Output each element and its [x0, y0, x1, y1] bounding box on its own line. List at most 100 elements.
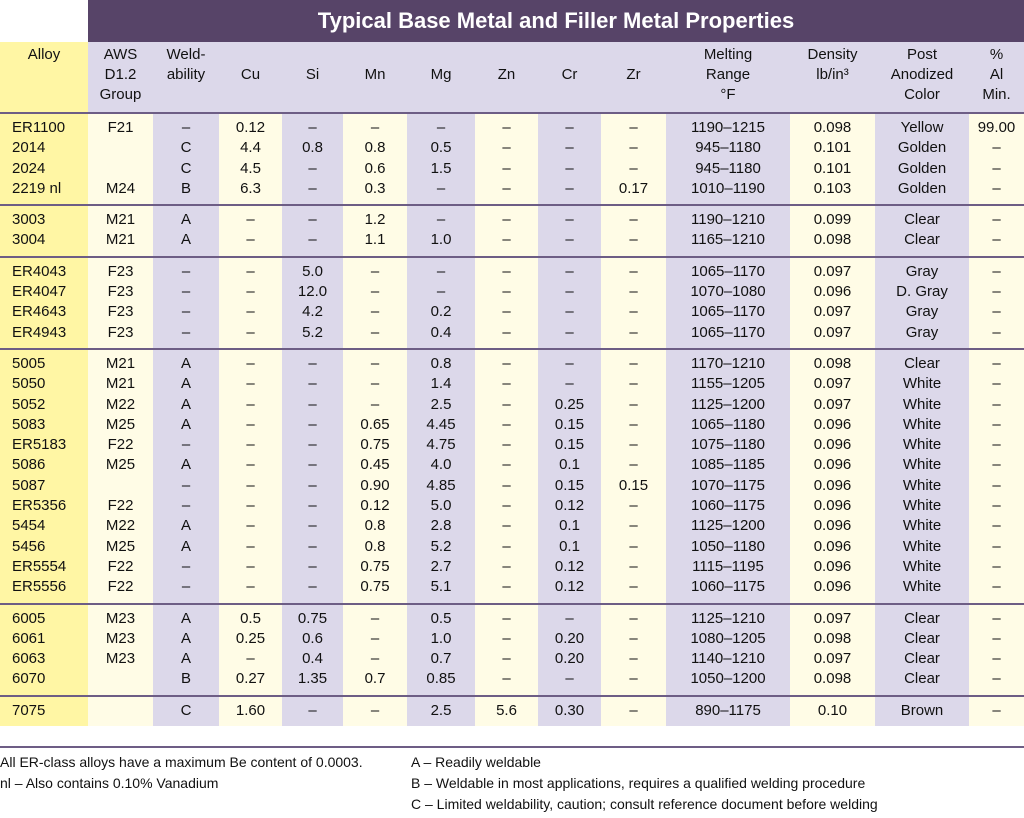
cell-mn: 0.75 — [343, 435, 407, 456]
cell-anodized-color: White — [875, 435, 969, 456]
cell-si: – — [282, 556, 343, 578]
table-row: 5456 M25 A – –0.8 5.2–0.1–1050–1180 0.096 White… — [0, 536, 1024, 557]
cell-zn: – — [475, 322, 538, 349]
cell-weldability: – — [153, 113, 219, 139]
cell-weldability: – — [153, 475, 219, 497]
cell-weldability: – — [153, 556, 219, 578]
cell-aws-group: F22 — [88, 435, 153, 456]
header-alloy: Alloy — [0, 42, 88, 113]
cell-si: – — [282, 394, 343, 415]
cell-weldability: A — [153, 205, 219, 231]
cell-mn: 0.8 — [343, 516, 407, 537]
header-mg: Mg — [407, 42, 475, 113]
cell-al-min: – — [969, 628, 1024, 650]
cell-melting-range: 1115–1195 — [666, 556, 790, 578]
cell-mn: 0.8 — [343, 138, 407, 159]
cell-anodized-color: Clear — [875, 603, 969, 629]
cell-weldability: A — [153, 348, 219, 375]
cell-zn: – — [475, 536, 538, 557]
header-weldability: Weld-ability — [153, 42, 219, 113]
cell-alloy: ER4643 — [0, 302, 88, 323]
table-row: 2219 nl M24 B 6.3–0.3– – –0.17 1010–1190 0.103 G… — [0, 178, 1024, 206]
cell-zn: – — [475, 475, 538, 497]
cell-si: – — [282, 205, 343, 231]
cell-cr: – — [538, 282, 601, 303]
cell-melting-range: 1165–1210 — [666, 230, 790, 257]
cell-cr: 0.12 — [538, 577, 601, 604]
cell-anodized-color: Gray — [875, 302, 969, 323]
cell-melting-range: 1125–1200 — [666, 394, 790, 415]
cell-anodized-color: Golden — [875, 138, 969, 159]
cell-zr: – — [601, 455, 666, 476]
cell-si: – — [282, 455, 343, 476]
cell-si: – — [282, 496, 343, 517]
cell-cr: 0.25 — [538, 394, 601, 415]
cell-density: 0.096 — [790, 435, 875, 456]
cell-density: 0.096 — [790, 414, 875, 436]
cell-mg: – — [407, 178, 475, 206]
cell-mg: 2.8 — [407, 516, 475, 537]
cell-si: 0.75 — [282, 603, 343, 629]
cell-mg: 4.45 — [407, 414, 475, 436]
cell-zr: 0.15 — [601, 475, 666, 497]
cell-melting-range: 1065–1170 — [666, 322, 790, 349]
cell-alloy: 3003 — [0, 205, 88, 231]
cell-mg: 0.5 — [407, 603, 475, 629]
cell-anodized-color: Clear — [875, 649, 969, 670]
cell-aws-group — [88, 669, 153, 696]
cell-cu: – — [219, 455, 282, 476]
cell-mn: 0.90 — [343, 475, 407, 497]
cell-melting-range: 1155–1205 — [666, 374, 790, 395]
cell-alloy: 3004 — [0, 230, 88, 257]
cell-anodized-color: Clear — [875, 205, 969, 231]
cell-mg: 5.0 — [407, 496, 475, 517]
cell-aws-group — [88, 475, 153, 497]
cell-mn: 0.75 — [343, 556, 407, 578]
cell-alloy: ER1100 — [0, 113, 88, 139]
cell-zr: – — [601, 138, 666, 159]
cell-mn: 0.8 — [343, 536, 407, 557]
cell-density: 0.099 — [790, 205, 875, 231]
cell-weldability: A — [153, 628, 219, 650]
cell-mg: 4.85 — [407, 475, 475, 497]
cell-zr: – — [601, 496, 666, 517]
cell-mg: 4.75 — [407, 435, 475, 456]
cell-zn: – — [475, 435, 538, 456]
cell-cu: 0.25 — [219, 628, 282, 650]
cell-aws-group: M21 — [88, 348, 153, 375]
cell-aws-group: F23 — [88, 256, 153, 283]
cell-mn: – — [343, 302, 407, 323]
table-title: Typical Base Metal and Filler Metal Prop… — [88, 0, 1024, 42]
cell-anodized-color: White — [875, 556, 969, 578]
cell-alloy: 6063 — [0, 649, 88, 670]
cell-cr: – — [538, 256, 601, 283]
cell-mg: 0.85 — [407, 669, 475, 696]
weldability-legend: A – Readily weldable B – Weldable in mos… — [411, 752, 878, 815]
cell-density: 0.103 — [790, 178, 875, 206]
table-row: 6070 B 0.27 1.35 0.7 0.85– – –1050–1200 0.098 Cle… — [0, 669, 1024, 696]
cell-melting-range: 1065–1180 — [666, 414, 790, 436]
cell-al-min: – — [969, 374, 1024, 395]
cell-si: – — [282, 178, 343, 206]
cell-anodized-color: Golden — [875, 178, 969, 206]
cell-mg: 1.0 — [407, 230, 475, 257]
cell-cu: – — [219, 205, 282, 231]
cell-zn: – — [475, 455, 538, 476]
cell-cu: – — [219, 536, 282, 557]
cell-si: 0.8 — [282, 138, 343, 159]
cell-cu: 0.27 — [219, 669, 282, 696]
cell-mg: 2.5 — [407, 695, 475, 727]
table-row: 5052 M22 A – – –2.5–0.25–1125–1200 0.097 White – — [0, 394, 1024, 415]
legend-c: C – Limited weldability, caution; consul… — [411, 796, 878, 812]
cell-anodized-color: White — [875, 374, 969, 395]
cell-aws-group: M25 — [88, 536, 153, 557]
cell-aws-group: M25 — [88, 455, 153, 476]
cell-weldability: A — [153, 414, 219, 436]
footnotes-left: All ER-class alloys have a maximum Be co… — [0, 752, 363, 794]
cell-weldability: A — [153, 649, 219, 670]
cell-zr: – — [601, 603, 666, 629]
legend-b: B – Weldable in most applications, requi… — [411, 775, 866, 791]
cell-cr: 0.15 — [538, 475, 601, 497]
cell-al-min: – — [969, 516, 1024, 537]
cell-aws-group — [88, 695, 153, 727]
